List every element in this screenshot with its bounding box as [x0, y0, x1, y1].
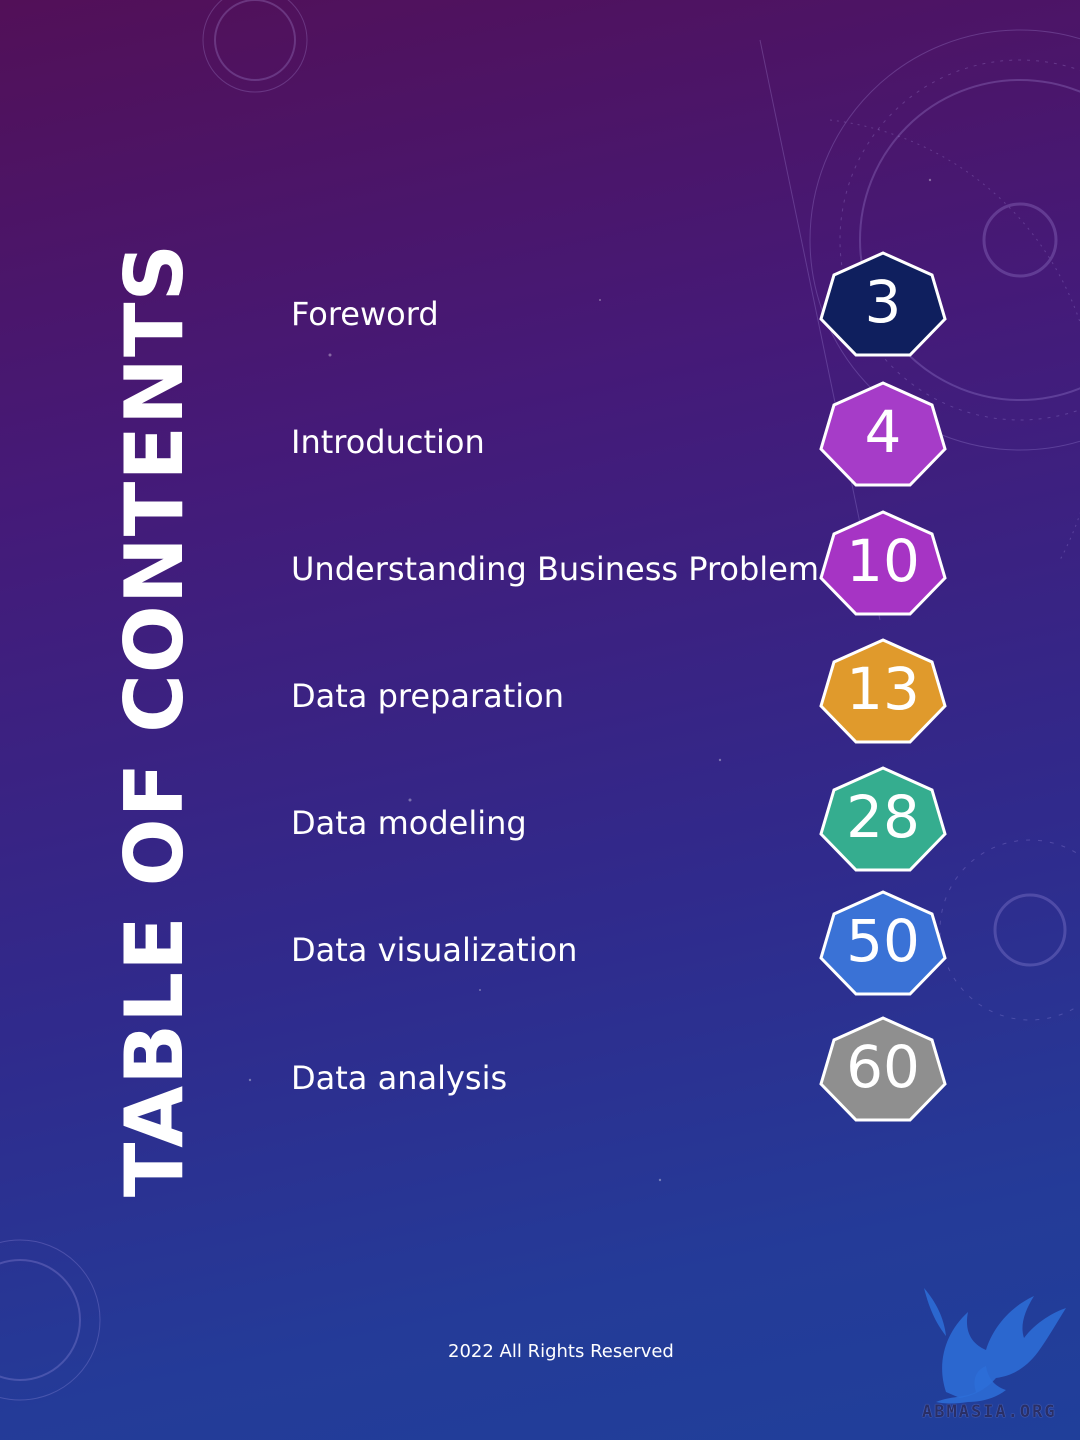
heptagon-badge-icon: [819, 638, 947, 744]
heptagon-badge-icon: [819, 890, 947, 996]
page-number: 4: [864, 398, 902, 466]
brand-name: ABMASIA.ORG: [922, 1402, 1057, 1422]
heptagon-badge-icon: [819, 766, 947, 872]
toc-item-introduction[interactable]: Introduction: [291, 423, 485, 461]
page-number: 60: [846, 1033, 920, 1101]
heptagon-badge-icon: [819, 251, 947, 357]
page-number: 10: [846, 527, 920, 595]
page-number: 50: [846, 907, 920, 975]
footer-copyright: 2022 All Rights Reserved: [448, 1341, 674, 1362]
page-badge-data-preparation[interactable]: 13: [819, 638, 947, 744]
page-number: 3: [864, 268, 902, 336]
page-number: 28: [846, 783, 920, 851]
page-title: TABLE OF CONTENTS: [108, 242, 201, 1198]
page-badge-data-analysis[interactable]: 60: [819, 1016, 947, 1122]
page-badge-data-visualization[interactable]: 50: [819, 890, 947, 996]
page-badge-understanding-business-problem[interactable]: 10: [819, 510, 947, 616]
toc-item-foreword[interactable]: Foreword: [291, 295, 439, 333]
page-badge-introduction[interactable]: 4: [819, 381, 947, 487]
page-badge-foreword[interactable]: 3: [819, 251, 947, 357]
gryphon-logo-icon: [924, 1288, 1066, 1404]
page-badge-data-modeling[interactable]: 28: [819, 766, 947, 872]
heptagon-badge-icon: [819, 1016, 947, 1122]
heptagon-badge-icon: [819, 381, 947, 487]
toc-item-data-visualization[interactable]: Data visualization: [291, 931, 578, 969]
toc-item-data-analysis[interactable]: Data analysis: [291, 1059, 508, 1097]
heptagon-badge-icon: [819, 510, 947, 616]
toc-item-understanding-business-problem[interactable]: Understanding Business Problem: [291, 550, 820, 588]
toc-item-data-modeling[interactable]: Data modeling: [291, 804, 527, 842]
toc-item-data-preparation[interactable]: Data preparation: [291, 677, 565, 715]
page-number: 13: [846, 655, 920, 723]
